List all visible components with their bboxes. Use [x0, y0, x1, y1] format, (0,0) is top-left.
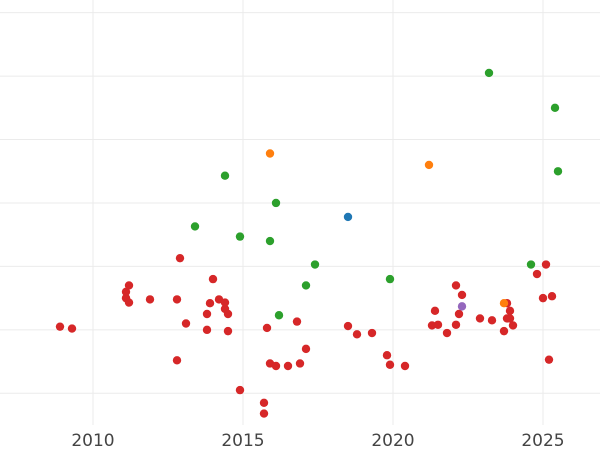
x-tick-label: 2020	[371, 431, 414, 450]
data-point-series-0	[454, 309, 464, 319]
data-point-series-1	[271, 198, 281, 208]
data-point-series-0	[532, 269, 542, 279]
data-point-series-0	[259, 409, 269, 418]
data-point-series-0	[382, 351, 392, 360]
data-point-series-0	[67, 324, 77, 333]
data-point-series-1	[484, 68, 494, 78]
data-point-series-1	[235, 232, 245, 241]
data-point-series-0	[175, 253, 185, 263]
data-point-series-0	[499, 326, 509, 336]
data-point-series-0	[547, 292, 557, 301]
data-point-series-0	[301, 344, 311, 354]
x-axis-ticks: 2010 2015 2020 2025	[71, 431, 564, 450]
data-point-series-0	[172, 295, 182, 304]
data-point-series-0	[262, 323, 272, 333]
data-point-series-0	[367, 328, 377, 338]
data-point-series-0	[202, 325, 212, 335]
data-point-series-0	[124, 298, 134, 307]
data-point-series-0	[451, 320, 461, 329]
data-point-series-0	[208, 274, 218, 284]
data-point-series-0	[442, 328, 452, 338]
data-point-series-0	[508, 321, 518, 330]
data-point-series-0	[400, 361, 410, 371]
data-point-series-0	[55, 322, 65, 331]
data-point-series-1	[220, 171, 230, 180]
data-point-series-0	[457, 290, 467, 300]
data-points	[55, 68, 563, 418]
data-point-series-0	[385, 360, 395, 369]
data-point-series-0	[172, 356, 182, 365]
data-point-series-1	[550, 103, 560, 113]
data-point-series-3	[343, 212, 353, 222]
data-point-series-0	[205, 299, 215, 308]
data-point-series-1	[310, 260, 320, 269]
data-point-series-1	[385, 274, 395, 284]
data-point-series-0	[145, 295, 155, 304]
data-point-series-0	[352, 330, 362, 339]
data-point-series-0	[220, 298, 230, 307]
data-point-series-0	[121, 287, 131, 296]
data-point-series-0	[223, 309, 233, 319]
data-point-series-0	[475, 314, 485, 323]
data-point-series-0	[235, 385, 245, 395]
data-point-series-0	[283, 361, 293, 371]
data-point-series-0	[271, 361, 281, 371]
grid-lines	[0, 0, 600, 425]
data-point-series-0	[202, 309, 212, 319]
data-point-series-2	[265, 149, 275, 158]
data-point-series-0	[343, 321, 353, 331]
data-point-series-0	[430, 306, 440, 316]
x-tick-label: 2025	[521, 431, 564, 450]
data-point-series-1	[526, 260, 536, 269]
data-point-series-1	[553, 167, 563, 176]
data-point-series-1	[190, 222, 200, 231]
data-point-series-0	[487, 316, 497, 325]
data-point-series-0	[505, 314, 515, 323]
data-point-series-2	[424, 160, 434, 170]
data-point-series-0	[259, 398, 269, 407]
x-tick-label: 2010	[71, 431, 114, 450]
data-point-series-4	[457, 302, 467, 311]
data-point-series-0	[124, 281, 134, 290]
data-point-series-1	[265, 236, 275, 246]
data-point-series-0	[544, 355, 554, 364]
data-point-series-0	[541, 260, 551, 269]
data-point-series-2	[499, 299, 509, 308]
data-point-series-0	[538, 293, 548, 303]
data-point-series-0	[433, 320, 443, 329]
x-tick-label: 2015	[221, 431, 264, 450]
data-point-series-0	[505, 306, 515, 316]
data-point-series-0	[295, 359, 305, 368]
data-point-series-0	[292, 317, 302, 326]
data-point-series-0	[451, 281, 461, 290]
data-point-series-1	[301, 281, 311, 290]
data-point-series-1	[274, 311, 284, 320]
data-point-series-0	[223, 326, 233, 336]
data-point-series-0	[181, 319, 191, 328]
